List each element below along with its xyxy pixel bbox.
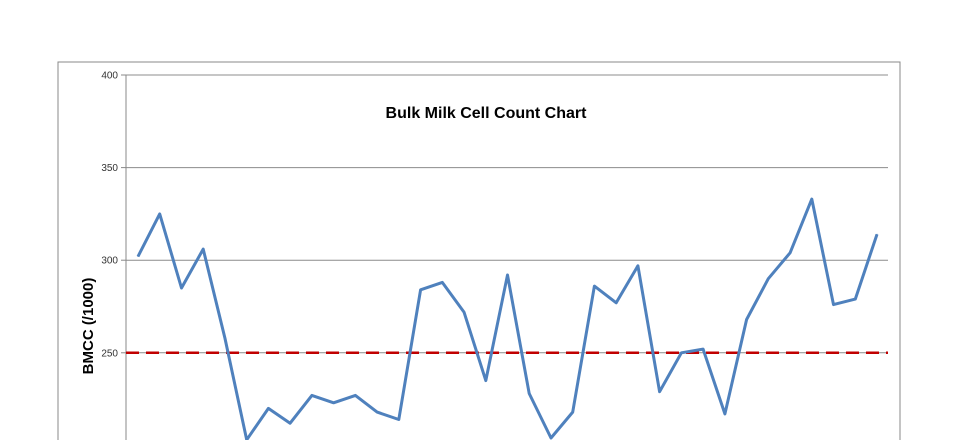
data-point-31: [811, 198, 813, 200]
data-point-26: [702, 348, 704, 350]
data-point-11: [376, 411, 378, 413]
y-tick-label-250: 250: [101, 348, 118, 359]
data-point-27: [724, 413, 726, 415]
series-layer: [136, 197, 879, 440]
data-point-3: [202, 248, 204, 250]
y-axis: 200250300350400: [101, 71, 127, 440]
data-point-30: [789, 252, 791, 254]
data-point-0: [137, 256, 139, 257]
data-point-9: [333, 402, 335, 404]
data-point-22: [615, 302, 617, 304]
data-point-7: [289, 422, 291, 424]
data-point-15: [463, 311, 465, 313]
data-point-32: [833, 304, 834, 306]
data-point-14: [441, 281, 443, 283]
data-point-29: [767, 278, 769, 280]
chart-title: Bulk Milk Cell Count Chart: [386, 105, 588, 122]
data-point-23: [637, 265, 639, 267]
y-tick-label-300: 300: [101, 256, 118, 267]
chart-frame: [57, 61, 901, 440]
data-point-25: [680, 352, 682, 354]
data-point-19: [550, 437, 552, 439]
data-point-18: [528, 393, 530, 394]
y-axis-label: BMCC (/1000): [80, 278, 97, 375]
data-point-28: [746, 319, 748, 320]
data-point-1: [159, 213, 161, 215]
data-point-8: [311, 394, 313, 396]
data-point-16: [485, 380, 487, 382]
data-point-10: [354, 394, 356, 396]
data-point-12: [398, 419, 400, 420]
data-point-13: [420, 289, 422, 291]
data-point-24: [659, 391, 661, 393]
data-point-21: [593, 285, 595, 287]
data-point-17: [507, 274, 508, 276]
data-point-33: [854, 298, 856, 300]
data-point-20: [572, 411, 574, 413]
y-tick-label-400: 400: [101, 71, 118, 82]
data-point-4: [224, 337, 226, 339]
data-point-34: [876, 233, 878, 235]
y-tick-label-350: 350: [101, 163, 118, 174]
data-point-2: [181, 287, 182, 289]
data-point-6: [267, 407, 269, 409]
